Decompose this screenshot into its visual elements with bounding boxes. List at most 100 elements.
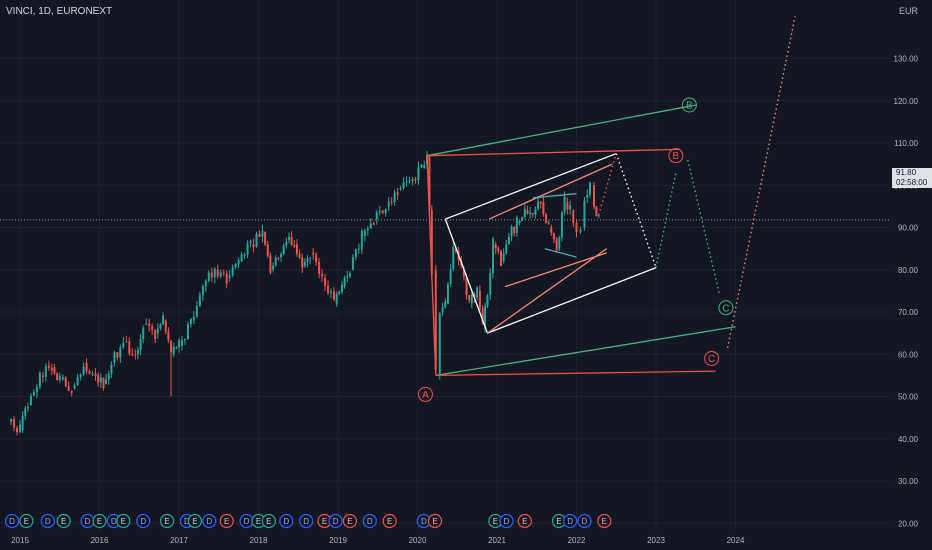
current-price-badge: 91.80 02:58:00 bbox=[892, 168, 932, 188]
earnings-marker[interactable]: E bbox=[92, 513, 107, 529]
marker-letter: D bbox=[421, 517, 427, 526]
candle-body bbox=[335, 293, 338, 304]
earnings-marker[interactable]: E bbox=[219, 513, 234, 529]
green-lower-channel bbox=[435, 326, 736, 377]
wave-label-circle bbox=[718, 300, 734, 316]
marker-letter: E bbox=[387, 517, 392, 526]
marker-letter: E bbox=[556, 517, 561, 526]
candle-body bbox=[58, 375, 61, 380]
wave-label-circle bbox=[681, 97, 697, 113]
candle-body bbox=[507, 236, 510, 245]
earnings-marker[interactable]: E bbox=[159, 513, 175, 529]
candle-body bbox=[13, 418, 16, 428]
red-lower-line bbox=[435, 370, 716, 377]
candle-body bbox=[523, 208, 526, 217]
candle-body bbox=[558, 237, 561, 249]
salmon-projection-up bbox=[726, 16, 796, 349]
candle-body bbox=[428, 155, 431, 211]
candle-body bbox=[529, 212, 532, 214]
candle-body bbox=[444, 301, 447, 308]
salmon-upper bbox=[488, 163, 613, 220]
marker-circle bbox=[499, 513, 514, 529]
dividend-marker[interactable]: D bbox=[136, 513, 151, 529]
x-tick-label: 2018 bbox=[250, 536, 268, 545]
candle-body bbox=[360, 230, 363, 249]
marker-circle bbox=[187, 513, 202, 529]
dividend-marker[interactable]: D bbox=[202, 513, 217, 529]
wave-label-circle bbox=[417, 386, 433, 402]
candle-body bbox=[99, 377, 102, 383]
candle-body bbox=[478, 290, 481, 309]
candle-body bbox=[372, 223, 375, 225]
red-upper-line bbox=[427, 148, 680, 157]
marker-circle bbox=[116, 513, 131, 529]
marker-letter: D bbox=[206, 517, 212, 526]
teal-lower bbox=[544, 247, 577, 258]
x-tick-label: 2015 bbox=[11, 536, 29, 545]
candle-body bbox=[64, 377, 67, 387]
candle-body bbox=[531, 212, 534, 215]
candle-body bbox=[35, 386, 38, 393]
grid bbox=[0, 0, 890, 530]
dividend-marker[interactable]: D bbox=[279, 513, 294, 529]
marker-letter: E bbox=[192, 517, 197, 526]
bar-countdown: 02:58:00 bbox=[896, 178, 928, 187]
earnings-marker[interactable]: E bbox=[517, 513, 532, 529]
dividend-marker[interactable]: D bbox=[299, 513, 314, 529]
candle-body bbox=[547, 222, 550, 224]
red-projection-up bbox=[598, 153, 617, 216]
candle-body bbox=[167, 331, 170, 341]
candle-body bbox=[295, 244, 298, 254]
candle-body bbox=[19, 424, 21, 433]
dividend-marker[interactable]: D bbox=[362, 513, 377, 529]
earnings-marker[interactable]: E bbox=[116, 513, 131, 529]
dividend-marker[interactable]: D bbox=[499, 513, 514, 529]
candle-body bbox=[53, 366, 56, 374]
candle-body bbox=[369, 223, 372, 229]
marker-circle bbox=[261, 513, 276, 529]
candle-body bbox=[298, 253, 301, 258]
marker-circle bbox=[427, 513, 443, 529]
candle-body bbox=[399, 188, 402, 190]
earnings-marker[interactable]: E bbox=[56, 513, 71, 529]
marker-letter: E bbox=[164, 517, 169, 526]
earnings-marker[interactable]: E bbox=[342, 513, 358, 529]
x-tick-label: 2016 bbox=[91, 536, 109, 545]
earnings-marker[interactable]: E bbox=[261, 513, 276, 529]
candle-body bbox=[180, 339, 183, 346]
dividend-marker[interactable]: D bbox=[239, 513, 254, 529]
candle-body bbox=[272, 265, 275, 270]
dividend-marker[interactable]: D bbox=[577, 513, 592, 529]
dividend-marker[interactable]: D bbox=[40, 513, 55, 529]
candle-body bbox=[454, 248, 457, 251]
candle-body bbox=[430, 210, 433, 276]
candle-body bbox=[357, 248, 360, 250]
dividend-marker[interactable]: D bbox=[80, 513, 95, 529]
earnings-marker[interactable]: E bbox=[19, 513, 34, 529]
earnings-marker[interactable]: E bbox=[597, 513, 612, 529]
earnings-marker[interactable]: E bbox=[551, 513, 567, 529]
dividend-marker[interactable]: D bbox=[563, 513, 578, 529]
marker-letter: E bbox=[432, 517, 437, 526]
candle-body bbox=[566, 202, 569, 210]
candle-body bbox=[499, 251, 502, 266]
earnings-marker[interactable]: E bbox=[187, 513, 202, 529]
candle-body bbox=[91, 373, 94, 375]
earnings-marker[interactable]: E bbox=[382, 513, 397, 529]
candle-body bbox=[420, 164, 423, 168]
candle-body bbox=[195, 305, 198, 317]
candle-body bbox=[354, 249, 357, 258]
y-tick-label: 30.00 bbox=[898, 477, 919, 486]
candle-body bbox=[449, 269, 452, 285]
candle-body bbox=[26, 407, 29, 409]
white-lower bbox=[487, 267, 657, 334]
dividend-marker[interactable]: D bbox=[4, 513, 20, 529]
earnings-marker[interactable]: E bbox=[427, 513, 443, 529]
candle-body bbox=[24, 408, 27, 416]
candle-body bbox=[586, 194, 589, 198]
candle-body bbox=[492, 238, 495, 274]
dividend-marker[interactable]: D bbox=[328, 513, 343, 529]
candle-body bbox=[560, 212, 563, 238]
candle-body bbox=[312, 252, 315, 255]
